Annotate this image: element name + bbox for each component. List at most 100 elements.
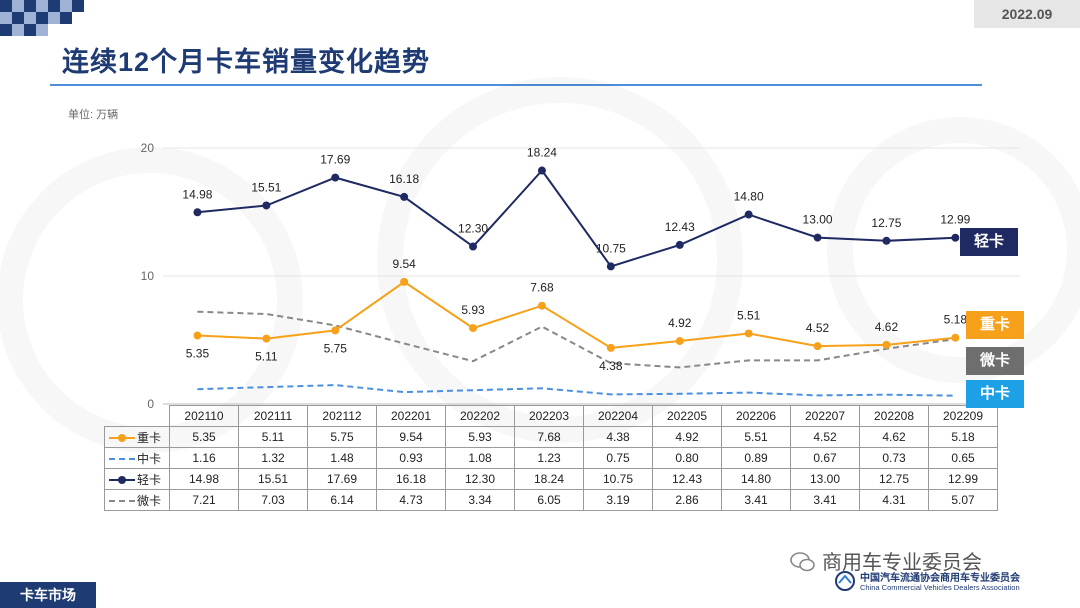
table-cell: 12.43 <box>652 468 722 490</box>
data-label: 5.11 <box>255 350 278 364</box>
page-title: 连续12个月卡车销量变化趋势 <box>62 47 431 77</box>
data-point <box>675 337 684 346</box>
table-cell: 7.21 <box>169 489 239 511</box>
table-header-row: 202110 202111 202112 202201 202202 202203 2022… <box>104 405 998 427</box>
data-point <box>193 208 202 217</box>
data-point <box>744 329 753 338</box>
table-cell: 5.51 <box>721 426 791 448</box>
data-label: 4.92 <box>668 316 692 330</box>
table-cell: 4.31 <box>859 489 929 511</box>
table-cell: 0.73 <box>859 447 929 469</box>
table-cell: 12.99 <box>928 468 998 490</box>
table-cell: 5.75 <box>307 426 377 448</box>
table-cell: 4.62 <box>859 426 929 448</box>
table-cell: 1.48 <box>307 447 377 469</box>
table-cell: 5.35 <box>169 426 239 448</box>
table-cell: 13.00 <box>790 468 860 490</box>
table-cell: 0.65 <box>928 447 998 469</box>
data-label: 5.35 <box>186 347 210 361</box>
data-label: 18.24 <box>527 146 557 160</box>
data-point <box>813 342 822 351</box>
table-cell: 0.80 <box>652 447 722 469</box>
data-point <box>469 324 478 333</box>
table-cell: 1.16 <box>169 447 239 469</box>
table-header-cell: 202201 <box>376 405 446 427</box>
data-label: 5.51 <box>737 308 761 322</box>
data-label: 5.93 <box>461 303 485 317</box>
data-point <box>813 233 822 242</box>
table-cell: 0.67 <box>790 447 860 469</box>
data-label: 13.00 <box>803 213 833 227</box>
table-cell: 2.86 <box>652 489 722 511</box>
table-header-cell: 202205 <box>652 405 722 427</box>
corner-checker-decoration <box>0 0 90 36</box>
data-point <box>744 210 753 219</box>
data-point <box>606 343 615 352</box>
wechat-account-name: 商用车专业委员会 <box>822 552 982 574</box>
table-cell: 7.68 <box>514 426 584 448</box>
table-row: 重卡 5.35 5.11 5.75 9.54 5.93 7.68 4.38 4.92 5.51 4.… <box>104 426 998 448</box>
table-cell: 6.14 <box>307 489 377 511</box>
data-point <box>951 233 960 242</box>
table-cell: 4.52 <box>790 426 860 448</box>
table-header-cell: 202110 <box>169 405 239 427</box>
y-tick-labels: 0 10 20 <box>141 141 155 411</box>
table-row: 中卡 1.16 1.32 1.48 0.93 1.08 1.23 0.75 0.80 0.89 0.… <box>104 447 998 469</box>
table-cell: 5.18 <box>928 426 998 448</box>
data-point <box>193 331 202 340</box>
table-header-cell: 202208 <box>859 405 929 427</box>
watermarks <box>10 90 1080 440</box>
table-header-cell: 202203 <box>514 405 584 427</box>
data-label: 12.43 <box>665 220 695 234</box>
data-point <box>675 240 684 249</box>
table-header-cell: 202204 <box>583 405 653 427</box>
wechat-icon <box>790 552 815 572</box>
table-cell: 3.41 <box>721 489 791 511</box>
table-header-cell: 202206 <box>721 405 791 427</box>
data-label: 14.98 <box>182 187 212 201</box>
data-point <box>331 326 340 335</box>
tag-heavy-truck: 重卡 <box>966 311 1024 339</box>
table-series-label: 微卡 <box>104 489 170 511</box>
data-point <box>262 334 271 343</box>
table-cell: 5.07 <box>928 489 998 511</box>
data-label: 7.68 <box>530 281 554 295</box>
legend-line-icon <box>109 454 135 464</box>
table-series-label: 中卡 <box>104 447 170 469</box>
data-point <box>537 166 546 175</box>
table-cell: 0.75 <box>583 447 653 469</box>
table-cell: 10.75 <box>583 468 653 490</box>
data-point <box>951 333 960 342</box>
tag-medium-truck: 中卡 <box>966 380 1024 408</box>
table-header-cell: 202209 <box>928 405 998 427</box>
association-name: 中国汽车流通协会商用车专业委员会 China Commercial Vehicl… <box>860 573 1020 592</box>
table-cell: 4.92 <box>652 426 722 448</box>
tag-light-truck: 轻卡 <box>960 228 1018 256</box>
data-label: 5.75 <box>324 341 348 355</box>
data-point <box>882 236 891 245</box>
table-cell: 7.03 <box>238 489 308 511</box>
data-label: 4.38 <box>599 359 623 373</box>
table-cell: 3.19 <box>583 489 653 511</box>
data-label: 15.51 <box>251 180 281 194</box>
y-tick-label: 10 <box>141 269 155 283</box>
wechat-account: 商用车专业委员会 <box>790 546 982 575</box>
data-point <box>400 192 409 201</box>
unit-label: 单位: 万辆 <box>68 109 119 121</box>
series-中卡 <box>197 384 956 397</box>
table-cell: 14.98 <box>169 468 239 490</box>
series-轻卡: 14.98 15.51 17.69 16.18 12.30 18.24 10.75 12.43… <box>182 146 971 271</box>
table-cell: 4.73 <box>376 489 446 511</box>
table-cell: 12.30 <box>445 468 515 490</box>
data-point <box>331 173 340 182</box>
date-badge: 2022.09 <box>974 0 1080 28</box>
series-layer: 5.35 5.11 5.75 9.54 5.93 7.68 4.38 4.92 5.51 4.52… <box>182 146 971 397</box>
data-label: 16.18 <box>389 172 419 186</box>
section-footer-tab: 卡车市场 <box>0 582 96 608</box>
table-row: 轻卡 14.98 15.51 17.69 16.18 12.30 18.24 10.75 12.… <box>104 468 998 490</box>
data-label: 12.75 <box>871 216 901 230</box>
series-line <box>197 310 956 369</box>
data-label: 17.69 <box>320 153 350 167</box>
data-point <box>469 242 478 251</box>
data-point <box>882 340 891 349</box>
